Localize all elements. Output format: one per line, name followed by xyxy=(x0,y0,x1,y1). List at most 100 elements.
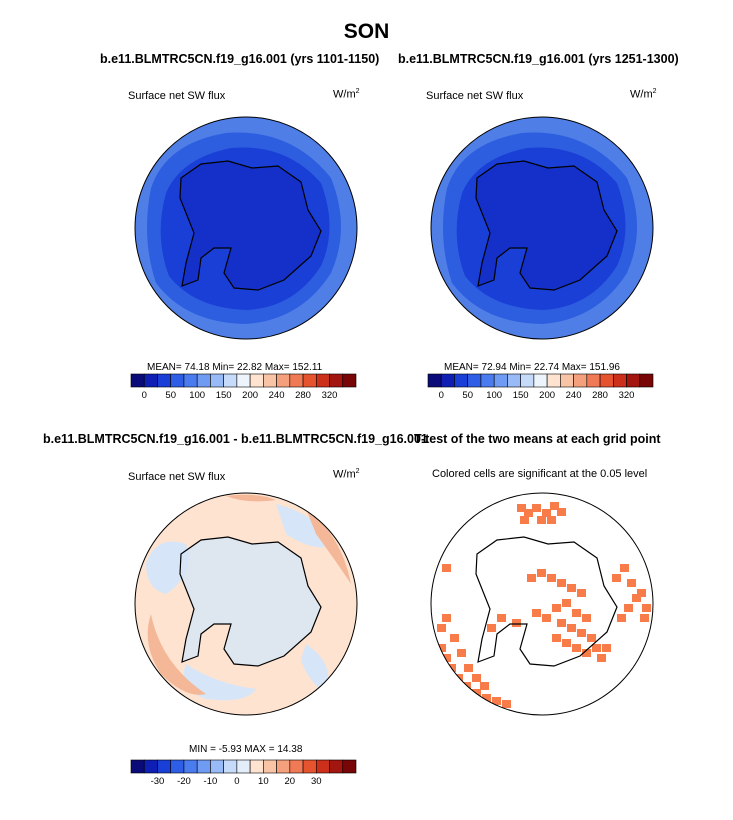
panel-3-stats: MIN = -5.93 MAX = 14.38 xyxy=(189,744,303,755)
colorbar-swatch xyxy=(196,759,211,774)
significant-cell xyxy=(597,654,606,662)
significant-cell xyxy=(592,644,601,652)
colorbar-tick-label: 320 xyxy=(618,390,635,401)
panel-1-colorbar xyxy=(130,373,357,388)
panel-4-subtitle: Colored cells are significant at the 0.0… xyxy=(432,468,648,480)
colorbar-swatch xyxy=(533,373,548,388)
panel-3-map xyxy=(135,493,357,715)
colorbar-tick-label: 200 xyxy=(539,390,556,401)
colorbar-tick-label: 0 xyxy=(438,390,444,401)
colorbar-swatch xyxy=(480,373,495,388)
colorbar-swatch xyxy=(276,759,291,774)
panel-2-units: W/m2 xyxy=(630,88,657,101)
colorbar-swatch xyxy=(315,759,330,774)
colorbar-swatch xyxy=(560,373,574,388)
significant-cell xyxy=(552,604,561,612)
significant-cell xyxy=(562,639,571,647)
significant-cell xyxy=(562,599,571,607)
significant-cell xyxy=(582,614,591,622)
significant-cell xyxy=(532,609,541,617)
panel-2-map xyxy=(431,117,653,339)
colorbar-swatch xyxy=(626,373,641,388)
colorbar-tick-label: 150 xyxy=(512,390,529,401)
significant-cell xyxy=(582,649,591,657)
colorbar-tick-label: 100 xyxy=(189,390,206,401)
significant-cell xyxy=(567,624,576,632)
colorbar-tick-label: 280 xyxy=(592,390,608,401)
colorbar-swatch xyxy=(493,373,508,388)
significant-cell xyxy=(437,624,446,632)
colorbar-swatch xyxy=(183,373,198,388)
significant-cell xyxy=(627,579,636,587)
colorbar-swatch xyxy=(289,759,304,774)
significant-cell xyxy=(637,589,646,597)
significant-cell xyxy=(642,604,651,612)
colorbar-swatch xyxy=(143,759,158,774)
colorbar-swatch xyxy=(183,759,198,774)
colorbar-swatch xyxy=(249,759,264,774)
colorbar-swatch xyxy=(263,373,277,388)
colorbar-swatch xyxy=(520,373,535,388)
colorbar-swatch xyxy=(639,373,654,388)
panel-4-map-border xyxy=(430,492,654,716)
colorbar-tick-label: 240 xyxy=(565,390,582,401)
colorbar-swatch xyxy=(302,759,317,774)
colorbar-swatch xyxy=(236,373,251,388)
colorbar-swatch xyxy=(302,373,317,388)
significant-cell xyxy=(487,624,496,632)
panel-1-variable-label: Surface net SW flux xyxy=(128,90,226,102)
panel-3-variable-label: Surface net SW flux xyxy=(128,471,226,483)
colorbar-swatch xyxy=(467,373,482,388)
panel-1-map xyxy=(135,117,357,339)
panel-2-stats: MEAN= 72.94 Min= 22.74 Max= 151.96 xyxy=(444,362,620,373)
significant-cell xyxy=(620,564,629,572)
significant-cell xyxy=(527,574,536,582)
panel-3-case-title: b.e11.BLMTRC5CN.f19_g16.001 - b.e11.BLMT… xyxy=(43,432,428,446)
significant-cell xyxy=(442,654,451,662)
significant-cell xyxy=(640,614,649,622)
significant-cell xyxy=(457,649,466,657)
panel-3-units: W/m2 xyxy=(333,468,360,481)
colorbar-swatch xyxy=(276,373,291,388)
significant-cell xyxy=(537,569,546,577)
significant-cell xyxy=(577,589,586,597)
panel-4-map xyxy=(431,493,653,715)
colorbar-tick-label: 20 xyxy=(284,776,296,787)
significant-cell xyxy=(612,574,621,582)
colorbar-swatch xyxy=(196,373,211,388)
figure-title: SON xyxy=(343,20,390,43)
panel-1-units: W/m2 xyxy=(333,88,360,101)
colorbar-swatch xyxy=(170,373,185,388)
significant-cell xyxy=(557,619,566,627)
significant-cell xyxy=(587,634,596,642)
significant-cell xyxy=(572,644,581,652)
colorbar-swatch xyxy=(170,759,185,774)
significant-cell xyxy=(520,516,529,524)
colorbar-swatch xyxy=(546,373,561,388)
significant-cell xyxy=(542,509,551,517)
significant-cell xyxy=(550,502,559,510)
colorbar-tick-label: 0 xyxy=(141,390,147,401)
colorbar-swatch xyxy=(573,373,588,388)
panel-2-colorbar xyxy=(427,373,654,388)
colorbar-tick-label: 50 xyxy=(462,390,473,401)
colorbar-swatch xyxy=(329,759,344,774)
significant-cell xyxy=(572,609,581,617)
significant-cell xyxy=(617,614,626,622)
colorbar-tick-label: 240 xyxy=(268,390,285,401)
panel-3-colorbar xyxy=(130,759,357,774)
significant-cell xyxy=(547,574,556,582)
significant-cell xyxy=(502,700,511,708)
significant-cell xyxy=(602,644,611,652)
colorbar-swatch xyxy=(223,373,238,388)
significant-cell xyxy=(442,614,451,622)
colorbar-tick-label: 200 xyxy=(242,390,259,401)
colorbar-swatch xyxy=(315,373,330,388)
colorbar-tick-label: 30 xyxy=(310,776,322,787)
panel-2-map-border xyxy=(430,116,654,340)
significant-cell xyxy=(524,509,533,517)
panel-2-variable-label: Surface net SW flux xyxy=(426,90,524,102)
colorbar-swatch xyxy=(130,759,145,774)
colorbar-swatch xyxy=(440,373,455,388)
